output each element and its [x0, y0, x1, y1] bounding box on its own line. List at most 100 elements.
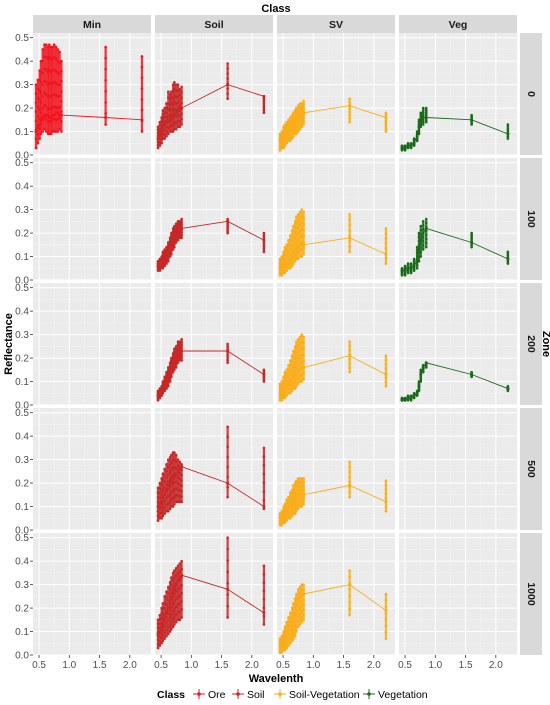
- data-point: [424, 221, 428, 225]
- mean-point: [280, 139, 284, 143]
- data-point: [36, 132, 40, 136]
- data-point: [280, 380, 284, 383]
- data-point: [45, 80, 48, 84]
- data-point: [278, 637, 282, 640]
- data-point: [348, 607, 351, 611]
- data-point: [178, 500, 182, 504]
- data-point: [226, 435, 229, 439]
- data-point: [163, 128, 166, 132]
- data-point: [384, 496, 388, 500]
- data-point: [140, 130, 144, 133]
- data-point: [419, 113, 423, 117]
- data-point: [163, 106, 166, 110]
- data-point: [295, 132, 298, 136]
- data-point: [300, 380, 304, 383]
- data-point: [289, 498, 292, 502]
- facet-panels: [33, 33, 517, 656]
- data-point: [278, 132, 282, 136]
- data-point: [52, 55, 56, 59]
- mean-point: [180, 573, 184, 577]
- data-point: [292, 134, 295, 138]
- data-point: [348, 114, 351, 117]
- data-point: [43, 103, 46, 107]
- data-point: [163, 132, 166, 136]
- data-point: [421, 113, 425, 117]
- mean-point: [178, 467, 182, 471]
- mean-point: [171, 363, 175, 367]
- data-point: [104, 56, 107, 60]
- data-point: [51, 130, 54, 133]
- mean-point: [290, 125, 294, 129]
- facet-panel: [155, 408, 273, 531]
- data-point: [298, 335, 302, 339]
- mean-point: [298, 594, 302, 598]
- data-point: [170, 252, 173, 256]
- data-point: [41, 106, 44, 110]
- data-point: [289, 262, 292, 265]
- data-point: [300, 477, 304, 480]
- mean-point: [288, 620, 292, 624]
- panel-background: [33, 283, 151, 405]
- data-point: [384, 611, 388, 615]
- data-point: [180, 489, 183, 493]
- data-point: [180, 583, 183, 587]
- mean-point: [424, 115, 428, 119]
- data-point: [470, 370, 473, 374]
- data-point: [348, 613, 351, 617]
- data-point: [173, 600, 176, 603]
- data-point: [158, 496, 162, 500]
- mean-point: [291, 611, 295, 615]
- data-point: [176, 89, 180, 92]
- data-point: [287, 636, 290, 639]
- data-point: [161, 121, 165, 124]
- data-point: [58, 61, 61, 65]
- data-point: [140, 76, 144, 80]
- data-point: [417, 231, 421, 235]
- data-point: [165, 628, 168, 632]
- data-point: [36, 114, 40, 118]
- data-point: [226, 97, 229, 100]
- data-point: [302, 119, 305, 123]
- data-point: [170, 605, 173, 609]
- data-point: [60, 100, 63, 103]
- mean-point: [285, 630, 289, 634]
- row-strip-label: 0: [525, 91, 537, 97]
- mean-point: [283, 134, 287, 138]
- data-point: [421, 120, 425, 124]
- data-point: [302, 502, 305, 506]
- data-point: [292, 235, 295, 239]
- data-point: [163, 474, 166, 477]
- data-point: [168, 507, 172, 511]
- row-strip-label: 200: [525, 335, 537, 353]
- mean-point: [403, 269, 407, 273]
- data-point: [178, 472, 182, 475]
- data-point: [384, 483, 388, 487]
- data-point: [173, 458, 176, 462]
- data-point: [178, 236, 182, 240]
- data-point: [161, 639, 165, 643]
- y-tick-label: 0.4: [15, 57, 29, 68]
- data-point: [262, 455, 266, 458]
- data-point: [56, 130, 60, 133]
- data-point: [174, 487, 178, 490]
- data-point: [278, 137, 282, 140]
- data-point: [302, 484, 305, 488]
- mean-point: [290, 615, 294, 619]
- data-point: [289, 266, 292, 270]
- data-point: [48, 132, 51, 136]
- y-tick-label: 0.2: [15, 104, 29, 115]
- data-point: [173, 101, 176, 104]
- data-point: [278, 399, 282, 402]
- data-point: [262, 589, 266, 593]
- data-point: [165, 622, 168, 625]
- data-point: [226, 425, 229, 429]
- data-point: [180, 600, 183, 603]
- data-point: [300, 610, 304, 613]
- data-point: [171, 370, 175, 374]
- data-point: [60, 120, 63, 123]
- data-point: [165, 106, 168, 110]
- data-point: [163, 631, 166, 634]
- data-point: [156, 146, 160, 150]
- data-point: [302, 371, 305, 375]
